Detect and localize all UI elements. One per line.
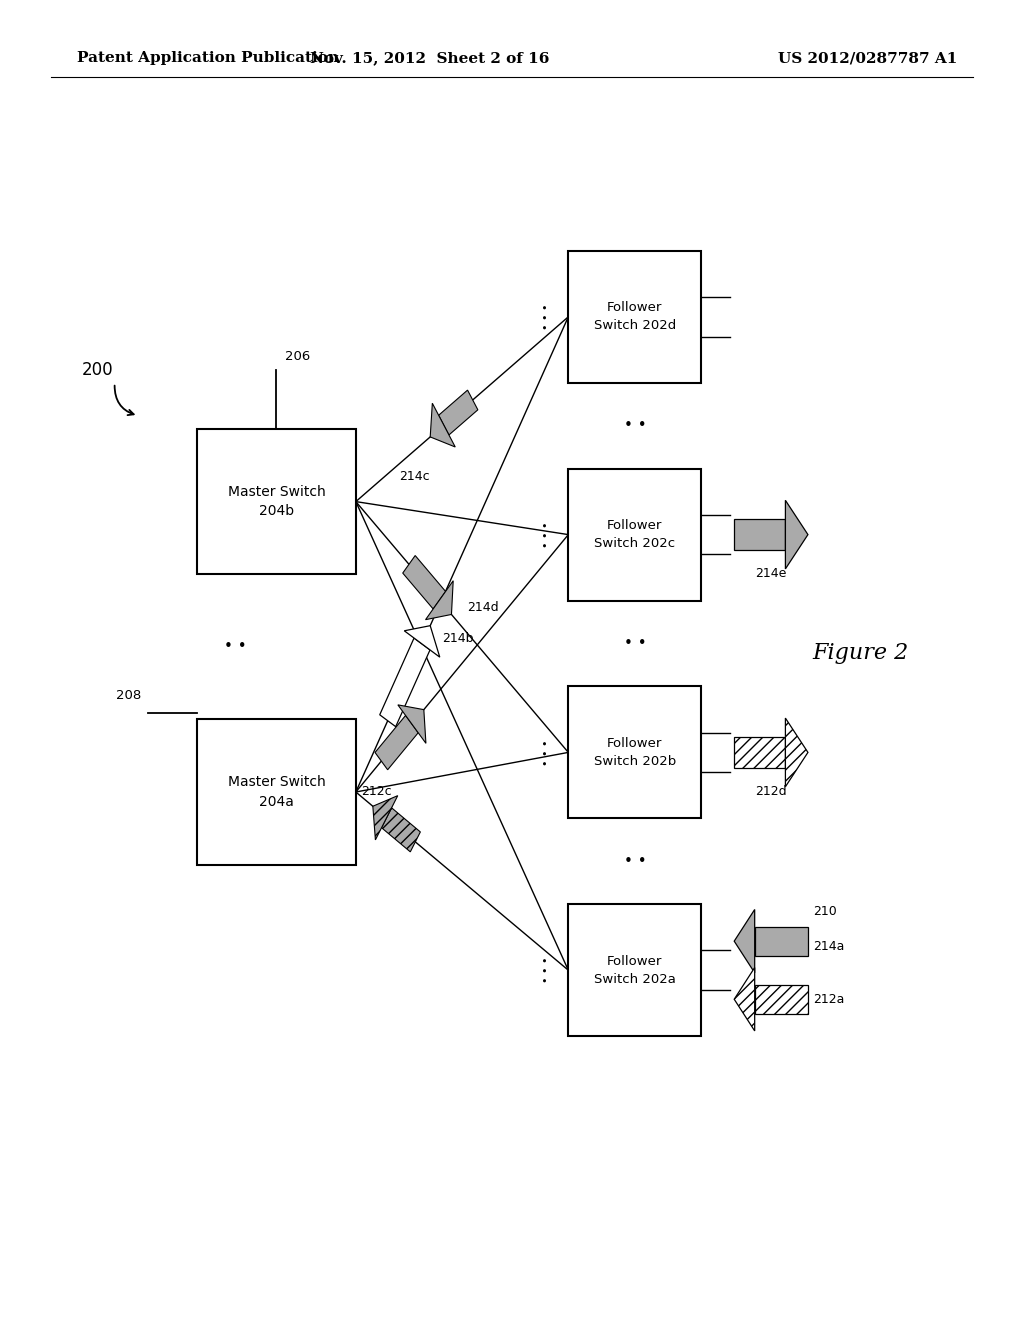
Polygon shape [785, 500, 808, 569]
Bar [568, 686, 701, 818]
Text: 206: 206 [285, 350, 310, 363]
Text: • •: • • [624, 854, 646, 869]
Bar [568, 469, 701, 601]
Text: Follower
Switch 202d: Follower Switch 202d [594, 301, 676, 333]
Text: Master Switch
204b: Master Switch 204b [227, 484, 326, 519]
Polygon shape [382, 808, 421, 851]
Text: 214a: 214a [813, 940, 845, 953]
Polygon shape [734, 909, 755, 973]
Text: 210: 210 [813, 904, 837, 917]
Polygon shape [755, 985, 808, 1014]
Text: 212d: 212d [756, 784, 786, 797]
Text: Nov. 15, 2012  Sheet 2 of 16: Nov. 15, 2012 Sheet 2 of 16 [310, 51, 550, 65]
Text: Patent Application Publication: Patent Application Publication [77, 51, 339, 65]
Text: Follower
Switch 202b: Follower Switch 202b [594, 737, 676, 768]
Text: US 2012/0287787 A1: US 2012/0287787 A1 [778, 51, 957, 65]
Text: 212a: 212a [813, 993, 845, 1006]
Polygon shape [734, 737, 785, 768]
Polygon shape [734, 519, 785, 550]
Polygon shape [373, 796, 397, 840]
Bar [568, 904, 701, 1036]
Bar [568, 251, 701, 383]
Polygon shape [755, 927, 808, 956]
Text: • • •: • • • [541, 521, 551, 548]
Text: • • •: • • • [541, 957, 551, 983]
Text: • •: • • [624, 418, 646, 433]
Text: 200: 200 [82, 360, 113, 379]
Text: • •: • • [624, 636, 646, 651]
Polygon shape [404, 626, 439, 657]
Text: Follower
Switch 202c: Follower Switch 202c [594, 519, 676, 550]
Text: 212c: 212c [360, 785, 391, 797]
Polygon shape [785, 718, 808, 787]
Polygon shape [380, 638, 430, 726]
Text: 214c: 214c [399, 470, 430, 483]
Polygon shape [402, 556, 445, 609]
Text: 212b: 212b [321, 789, 352, 803]
Polygon shape [375, 715, 418, 770]
Text: 214d: 214d [467, 602, 499, 614]
Text: Master Switch
204a: Master Switch 204a [227, 775, 326, 809]
Text: • • •: • • • [541, 739, 551, 766]
Text: 208: 208 [116, 689, 141, 702]
Text: Follower
Switch 202a: Follower Switch 202a [594, 954, 676, 986]
Text: • • •: • • • [541, 304, 551, 330]
Polygon shape [426, 581, 454, 619]
Text: Figure 2: Figure 2 [812, 643, 908, 664]
Text: 214e: 214e [756, 566, 786, 579]
Polygon shape [430, 403, 456, 447]
Bar [197, 429, 356, 574]
Polygon shape [734, 968, 755, 1031]
Text: • •: • • [224, 639, 247, 655]
Bar [197, 719, 356, 865]
Text: 214b: 214b [442, 632, 474, 645]
Polygon shape [398, 705, 426, 743]
Polygon shape [438, 391, 478, 436]
